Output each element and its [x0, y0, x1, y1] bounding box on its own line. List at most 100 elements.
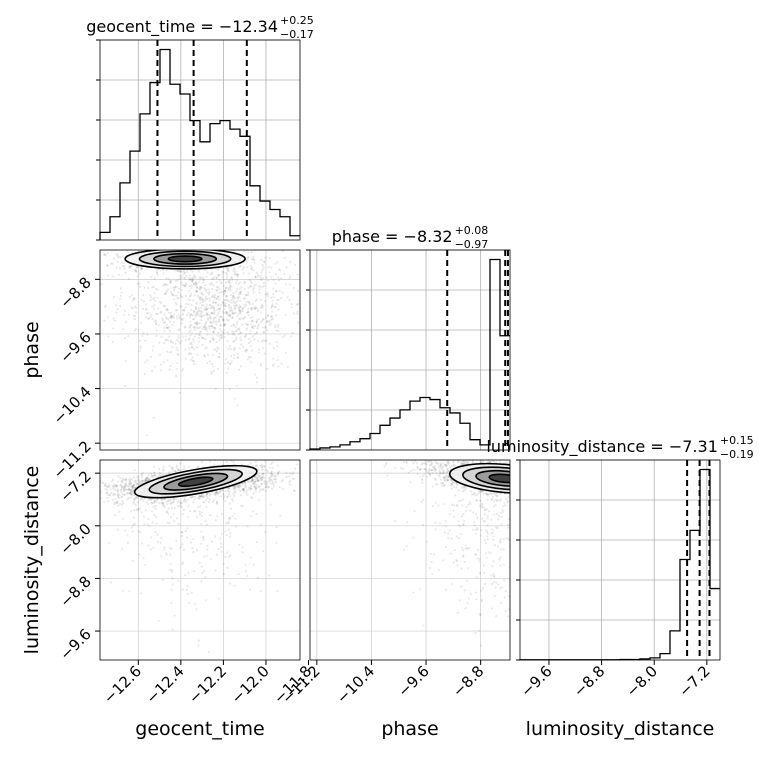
sample-point — [215, 320, 218, 323]
sample-point — [232, 311, 235, 314]
sample-point — [288, 483, 292, 486]
sample-point — [156, 288, 159, 291]
sample-point — [191, 359, 195, 362]
sample-point — [237, 282, 240, 286]
sample-point — [234, 307, 237, 310]
sample-point — [130, 489, 133, 492]
sample-point — [255, 306, 258, 310]
sample-point — [174, 285, 177, 289]
sample-point — [270, 276, 273, 279]
sample-point — [167, 499, 170, 503]
sample-point — [169, 516, 173, 519]
sample-point — [168, 521, 171, 525]
sample-point — [147, 311, 150, 314]
sample-point — [150, 502, 154, 505]
sample-point — [289, 472, 292, 475]
sample-point — [251, 302, 254, 306]
sample-point — [179, 501, 182, 504]
sample-point — [169, 281, 172, 285]
sample-point — [107, 541, 111, 544]
sample-point — [200, 530, 203, 533]
sample-point — [215, 491, 219, 495]
sample-point — [190, 303, 193, 306]
sample-point — [196, 322, 199, 325]
sample-point — [246, 259, 249, 262]
sample-point — [263, 481, 266, 485]
sample-point — [134, 503, 137, 506]
sample-point — [279, 268, 282, 272]
sample-point — [184, 574, 187, 577]
sample-point — [188, 274, 191, 277]
sample-point — [201, 496, 204, 499]
sample-point — [170, 290, 173, 294]
sample-point — [115, 266, 118, 269]
sample-point — [479, 589, 483, 592]
sample-point — [202, 279, 205, 282]
sample-point — [239, 331, 242, 335]
sample-point — [212, 305, 215, 308]
sample-point — [229, 309, 232, 312]
sample-point — [254, 276, 258, 279]
sample-point — [118, 267, 122, 270]
sample-point — [155, 498, 159, 501]
sample-point — [183, 242, 185, 244]
sample-point — [183, 467, 186, 470]
sample-point — [176, 349, 179, 352]
sample-point — [221, 276, 224, 279]
sample-point — [240, 463, 244, 466]
sample-point — [135, 508, 138, 512]
sample-point — [150, 536, 153, 539]
sample-point — [185, 283, 188, 286]
sample-point — [224, 310, 228, 313]
sample-point — [116, 501, 119, 504]
sample-point — [248, 279, 251, 282]
sample-point — [426, 471, 430, 475]
sample-point — [106, 485, 109, 488]
sample-point — [165, 326, 169, 329]
sample-point — [140, 298, 143, 302]
sample-point — [241, 307, 244, 310]
sample-point — [171, 469, 174, 472]
sample-point — [296, 310, 299, 313]
sample-point — [155, 323, 158, 326]
sample-point — [200, 291, 203, 294]
sample-point — [139, 498, 142, 501]
sample-point — [197, 327, 200, 330]
sample-point — [239, 292, 242, 295]
sample-point — [128, 491, 132, 495]
sample-point — [221, 300, 224, 303]
sample-point — [200, 495, 203, 498]
sample-point — [293, 312, 296, 315]
sample-point — [178, 317, 181, 320]
sample-point — [171, 247, 173, 249]
sample-point — [187, 592, 190, 596]
sample-point — [258, 485, 261, 488]
sample-point — [116, 494, 119, 497]
sample-point — [239, 309, 242, 312]
sample-point — [226, 275, 229, 278]
sample-point — [182, 269, 186, 272]
sample-point — [227, 279, 230, 282]
sample-point — [139, 481, 142, 485]
sample-point — [188, 347, 191, 350]
sample-point — [215, 323, 218, 326]
sample-point — [241, 482, 245, 485]
sample-point — [217, 304, 220, 307]
sample-point — [133, 297, 136, 300]
sample-point — [213, 327, 216, 330]
sample-point — [145, 479, 148, 482]
sample-point — [225, 311, 228, 314]
sample-point — [254, 488, 257, 491]
sample-point — [140, 473, 144, 476]
sample-point — [130, 490, 133, 494]
sample-point — [255, 483, 258, 486]
sample-point — [249, 356, 252, 359]
sample-point — [223, 362, 227, 365]
sample-point — [512, 487, 514, 489]
sample-point — [252, 327, 256, 330]
sample-point — [188, 352, 191, 355]
sample-point — [234, 273, 237, 276]
sample-point — [486, 530, 489, 534]
sample-point — [224, 490, 227, 493]
sample-point — [262, 346, 265, 350]
